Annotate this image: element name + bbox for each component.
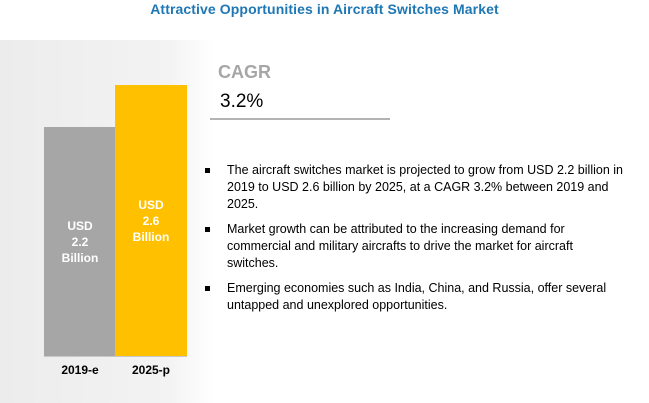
bullet-text: Emerging economies such as India, China,… bbox=[227, 281, 607, 312]
bar-2019-e: USD 2.2 Billion bbox=[44, 127, 116, 357]
bullet-icon bbox=[205, 286, 210, 291]
bullet-text: Market growth can be attributed to the i… bbox=[227, 222, 573, 270]
chart-panel: USD 2.2 Billion 2019-e USD 2.6 Billion 2025… bbox=[0, 40, 649, 403]
cagr-label: CAGR bbox=[218, 62, 271, 82]
x-tick-label: 2019-e bbox=[61, 363, 99, 377]
cagr-value: 3.2% bbox=[220, 91, 264, 112]
list-item: Market growth can be attributed to the i… bbox=[205, 221, 625, 272]
bar-2025-p: USD 2.6 Billion bbox=[115, 85, 187, 357]
cagr-divider bbox=[210, 118, 390, 120]
bullet-icon bbox=[205, 168, 210, 173]
x-axis-baseline bbox=[44, 356, 187, 357]
bar-value-label: USD 2.6 Billion bbox=[132, 198, 170, 244]
list-item: Emerging economies such as India, China,… bbox=[205, 280, 625, 314]
list-item: The aircraft switches market is projecte… bbox=[205, 162, 625, 213]
x-tick-label: 2025-p bbox=[131, 363, 171, 377]
highlights-list: The aircraft switches market is projecte… bbox=[205, 162, 625, 322]
bullet-icon bbox=[205, 227, 210, 232]
bar-value-label: USD 2.2 Billion bbox=[61, 219, 99, 265]
page-title: Attractive Opportunities in Aircraft Swi… bbox=[150, 1, 499, 17]
bullet-text: The aircraft switches market is projecte… bbox=[227, 163, 623, 211]
